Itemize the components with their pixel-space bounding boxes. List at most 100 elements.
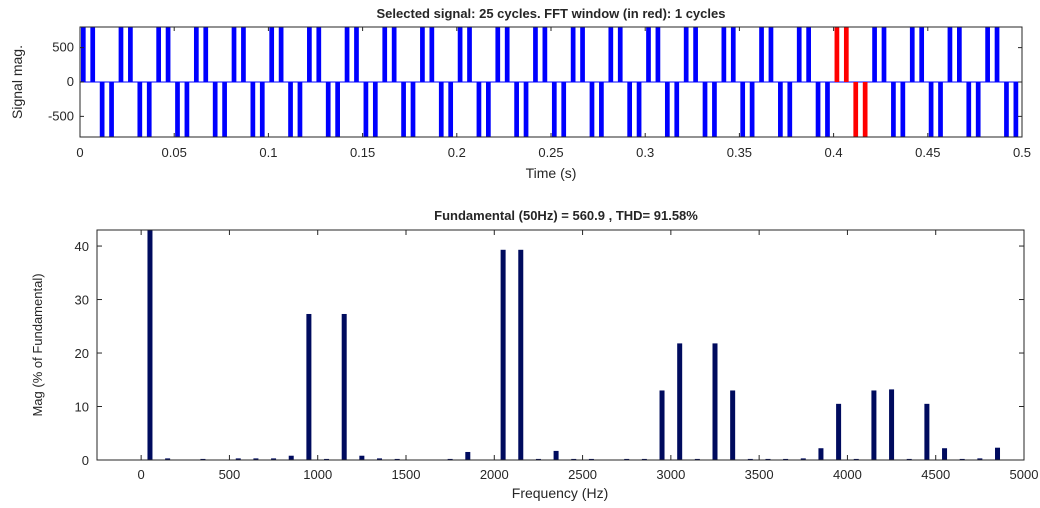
signal-pulse: [740, 82, 746, 137]
signal-pulse: [975, 82, 981, 137]
fft-bar: [147, 230, 153, 460]
fft-x-tick-label: 1500: [392, 467, 421, 482]
fft-x-tick-label: 5000: [1010, 467, 1039, 482]
fft-x-tick-label: 1000: [303, 467, 332, 482]
fft-x-tick-label: 2500: [568, 467, 597, 482]
fft-x-tick-label: 3000: [656, 467, 685, 482]
signal-pulse: [636, 82, 642, 137]
fft-chart: Fundamental (50Hz) = 560.9 , THD= 91.58%…: [30, 208, 1038, 501]
signal-pulse: [486, 82, 491, 137]
signal-pulse: [278, 27, 284, 82]
fft-bar: [871, 390, 877, 460]
fft-x-tick-label: 3500: [745, 467, 774, 482]
fft-bar: [271, 458, 277, 460]
fft-bar: [518, 249, 524, 460]
fft-y-tick-label: 20: [75, 346, 89, 361]
signal-pulse: [749, 82, 755, 137]
signal-y-ticks: -500 0 500: [48, 40, 1022, 123]
signal-pulse: [938, 82, 943, 137]
signal-pulse: [212, 82, 218, 137]
signal-pulse: [504, 27, 510, 82]
signal-pulse: [664, 82, 670, 137]
fft-window-pulse: [862, 82, 868, 137]
fft-bar: [571, 458, 577, 460]
signal-pulse: [825, 82, 830, 137]
fft-y-axis-label: Mag (% of Fundamental): [30, 273, 45, 416]
signal-pulse: [316, 27, 322, 82]
signal-pulse: [438, 82, 444, 137]
signal-pulse: [985, 27, 990, 82]
signal-pulse: [288, 82, 293, 137]
signal-pulse: [909, 27, 915, 82]
signal-pulse: [693, 27, 698, 82]
fft-plot-area: [147, 230, 1001, 460]
signal-pulse: [231, 27, 237, 82]
signal-pulse: [241, 27, 246, 82]
signal-pulse: [382, 27, 388, 82]
signal-pulse: [561, 82, 567, 137]
signal-plot-area: [80, 27, 1022, 137]
signal-pulse: [297, 82, 303, 137]
signal-pulse: [1013, 82, 1019, 137]
signal-x-tick-label: 0.05: [162, 145, 187, 160]
fft-bar: [959, 458, 965, 460]
signal-pulse: [193, 27, 199, 82]
signal-y-axis-label: Signal mag.: [9, 45, 25, 119]
fft-bar: [200, 458, 206, 460]
signal-pulse: [184, 82, 190, 137]
signal-pulse: [768, 27, 774, 82]
fft-bar: [235, 458, 241, 460]
fft-bar: [818, 448, 824, 460]
signal-pulse: [787, 82, 793, 137]
signal-pulse: [928, 82, 934, 137]
signal-pulse: [599, 82, 604, 137]
signal-pulse: [655, 27, 661, 82]
fft-bar: [783, 458, 789, 460]
fft-bar: [641, 458, 647, 460]
signal-x-tick-label: 0.45: [915, 145, 940, 160]
signal-pulse: [872, 27, 877, 82]
fft-bar: [500, 249, 506, 460]
signal-pulse: [627, 82, 633, 137]
signal-pulse: [259, 82, 265, 137]
signal-pulse: [156, 27, 162, 82]
fft-bar: [800, 458, 806, 460]
fft-bar: [924, 403, 930, 460]
fft-bar: [765, 458, 771, 460]
signal-pulse: [683, 27, 689, 82]
fft-x-tick-label: 500: [219, 467, 241, 482]
fft-y-tick-label: 30: [75, 293, 89, 308]
signal-pulse: [372, 82, 378, 137]
signal-pulse: [617, 27, 623, 82]
fft-window-pulse: [853, 82, 859, 137]
fft-bar: [553, 450, 559, 460]
signal-x-tick-label: 0.4: [825, 145, 843, 160]
signal-pulse: [146, 82, 152, 137]
fft-bar: [747, 458, 753, 460]
fft-x-tick-label: 0: [138, 467, 145, 482]
signal-pulse: [99, 82, 105, 137]
fft-bar: [341, 313, 347, 460]
signal-pulse: [523, 82, 529, 137]
signal-pulse: [128, 27, 133, 82]
fft-bar: [677, 343, 683, 460]
fft-x-axis-label: Frequency (Hz): [512, 485, 608, 501]
signal-pulse: [448, 82, 454, 137]
fft-y-tick-label: 10: [75, 400, 89, 415]
fft-bar: [694, 458, 700, 460]
signal-pulse: [542, 27, 548, 82]
fft-bar: [394, 458, 400, 460]
signal-pulse: [815, 82, 821, 137]
fft-bar: [942, 448, 948, 460]
signal-pulse: [118, 27, 124, 82]
fft-y-ticks: 0 10 20 30 40: [75, 239, 1024, 468]
signal-pulse: [759, 27, 764, 82]
signal-pulse: [80, 27, 86, 82]
fft-bar: [288, 455, 294, 460]
signal-pulse: [674, 82, 680, 137]
signal-pulse: [806, 27, 811, 82]
signal-pulse: [900, 82, 906, 137]
signal-x-tick-label: 0.2: [448, 145, 466, 160]
signal-pulse: [467, 27, 472, 82]
fft-bar: [624, 458, 630, 460]
